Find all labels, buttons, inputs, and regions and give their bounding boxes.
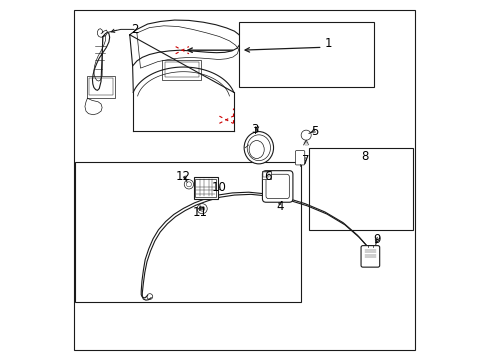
Ellipse shape xyxy=(249,140,264,158)
Text: 5: 5 xyxy=(310,125,318,138)
Bar xyxy=(89,78,113,95)
Text: 1: 1 xyxy=(325,37,332,50)
Bar xyxy=(261,171,270,179)
Text: 3: 3 xyxy=(251,123,259,136)
Bar xyxy=(193,177,218,199)
Bar xyxy=(86,76,115,98)
Bar xyxy=(263,172,269,177)
FancyBboxPatch shape xyxy=(295,150,304,165)
Bar xyxy=(162,60,201,80)
FancyBboxPatch shape xyxy=(262,171,292,202)
Bar xyxy=(195,179,216,197)
Bar xyxy=(75,162,301,302)
Text: 9: 9 xyxy=(373,233,380,246)
Ellipse shape xyxy=(247,135,270,161)
Text: 7: 7 xyxy=(302,154,309,167)
Text: 8: 8 xyxy=(360,150,367,163)
Bar xyxy=(308,148,412,230)
Text: 10: 10 xyxy=(211,181,226,194)
Bar xyxy=(164,62,198,77)
FancyBboxPatch shape xyxy=(265,174,289,199)
Text: 11: 11 xyxy=(192,206,207,219)
Text: 2: 2 xyxy=(131,23,139,36)
Ellipse shape xyxy=(244,132,273,164)
FancyBboxPatch shape xyxy=(360,246,379,267)
Text: 6: 6 xyxy=(264,170,271,183)
Text: 4: 4 xyxy=(276,201,284,213)
Bar xyxy=(239,22,373,87)
Text: 12: 12 xyxy=(176,170,191,183)
